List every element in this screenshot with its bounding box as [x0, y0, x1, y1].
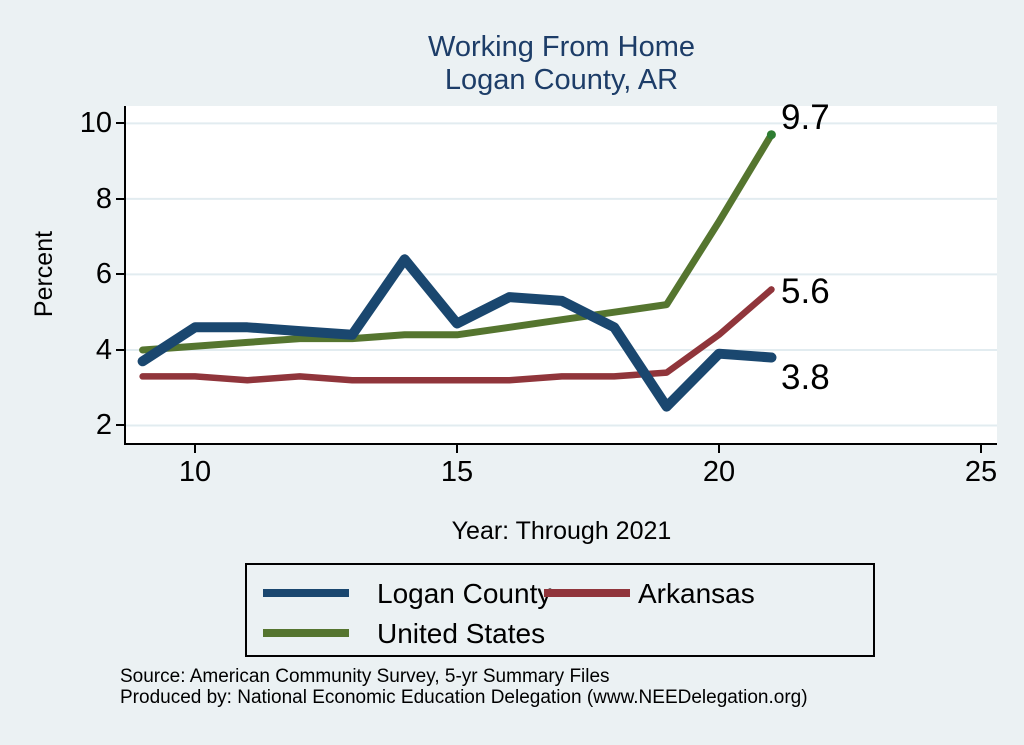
- y-axis-title: Percent: [30, 230, 58, 318]
- legend-label-logan-county: Logan County: [377, 578, 552, 609]
- legend-label-arkansas: Arkansas: [638, 578, 755, 609]
- plot-canvas: [126, 122, 997, 427]
- legend-swatch-logan-county: [263, 589, 349, 597]
- series-end-marker-arkansas: [768, 286, 775, 293]
- end-value-label-arkansas: 5.6: [781, 272, 830, 311]
- x-tick-10: [194, 445, 196, 453]
- y-tick-8: [116, 198, 124, 200]
- plot-area: [126, 106, 997, 443]
- y-tick-label-4: 4: [95, 334, 112, 366]
- chart-title: Working From Home Logan County, AR: [126, 31, 997, 97]
- y-tick-6: [116, 273, 124, 275]
- legend-label-united-states: United States: [377, 618, 546, 649]
- y-tick-4: [116, 349, 124, 351]
- series-line-united-states: [139, 131, 775, 354]
- x-tick-15: [456, 445, 458, 453]
- x-tick-25: [980, 445, 982, 453]
- x-tick-20: [718, 445, 720, 453]
- series-end-marker-united-states: [766, 130, 776, 140]
- x-axis-title: Year: Through 2021: [451, 517, 672, 545]
- series-line-logan-county: [137, 254, 777, 412]
- producer-note: Produced by: National Economic Education…: [120, 687, 808, 708]
- series-line-arkansas: [139, 286, 775, 384]
- y-axis-line: [124, 106, 126, 445]
- chart-title-line2: Logan County, AR: [444, 64, 679, 96]
- y-tick-label-6: 6: [95, 258, 112, 290]
- x-tick-label-25: 25: [964, 456, 998, 488]
- legend-swatch-united-states: [263, 629, 349, 637]
- x-axis-line: [124, 443, 997, 445]
- y-tick-label-8: 8: [95, 183, 112, 215]
- end-value-label-logan-county: 3.8: [781, 358, 830, 397]
- y-tick-label-2: 2: [95, 409, 112, 441]
- source-note: Source: American Community Survey, 5-yr …: [120, 666, 610, 687]
- end-value-label-united-states: 9.7: [781, 98, 830, 137]
- x-tick-label-10: 10: [178, 456, 212, 488]
- series-end-marker-logan-county: [766, 352, 777, 363]
- y-tick-10: [116, 122, 124, 124]
- y-tick-label-10: 10: [79, 107, 112, 139]
- y-tick-2: [116, 424, 124, 426]
- legend-swatch-arkansas: [544, 589, 630, 597]
- x-tick-label-20: 20: [702, 456, 736, 488]
- legend: Logan County Arkansas United States: [245, 563, 875, 657]
- x-tick-label-15: 15: [440, 456, 474, 488]
- chart-title-line1: Working From Home: [428, 31, 695, 63]
